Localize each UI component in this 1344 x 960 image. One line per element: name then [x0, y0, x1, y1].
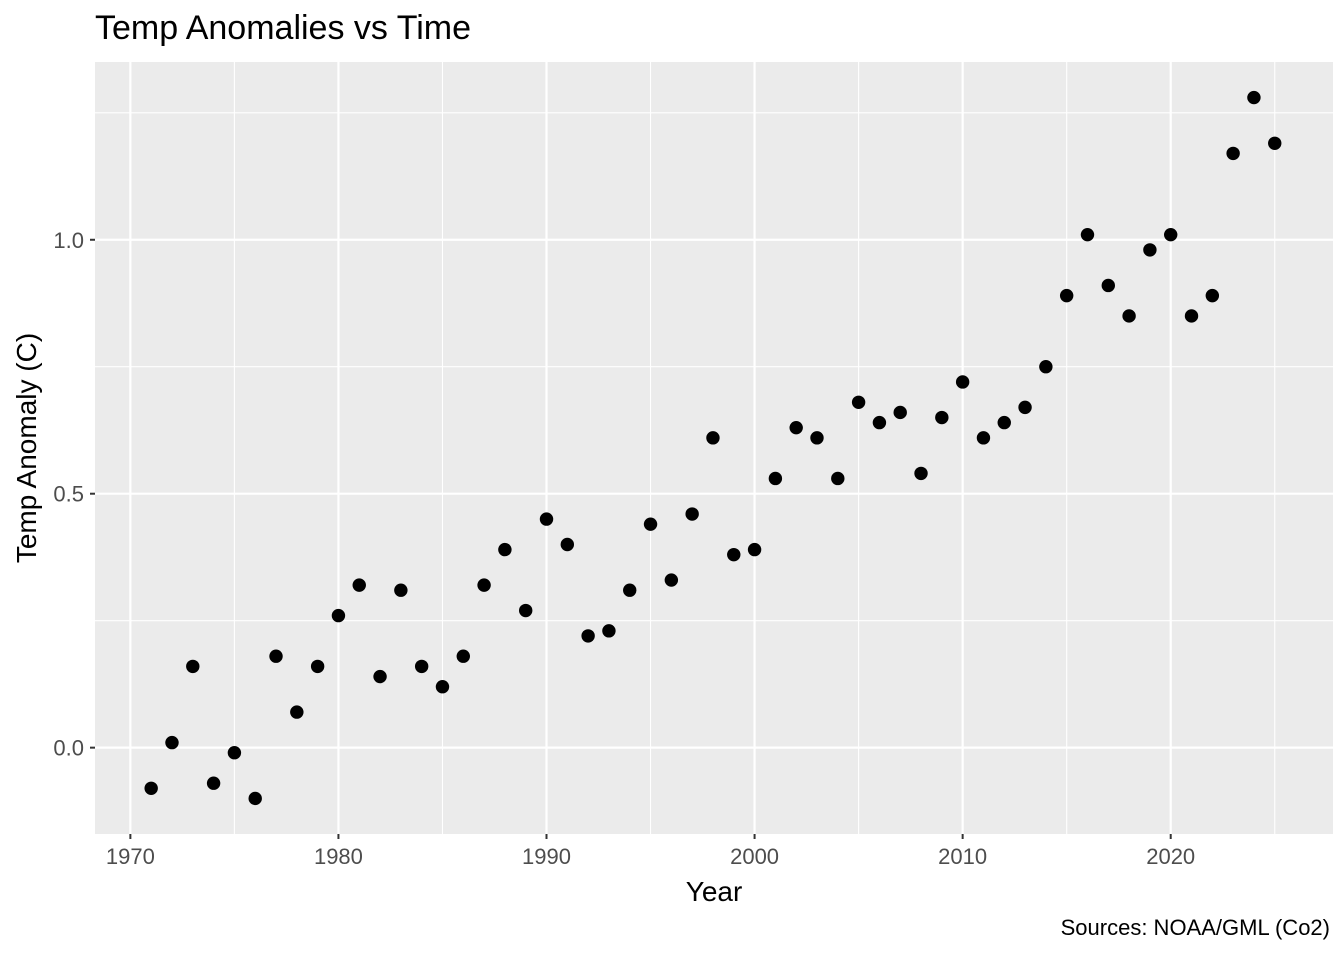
data-point [831, 471, 845, 486]
x-axis-title: Year [685, 876, 743, 907]
data-point [331, 608, 346, 623]
data-point [269, 649, 283, 663]
data-point [643, 517, 658, 531]
y-tick-label: 0.0 [53, 736, 84, 761]
data-point [456, 649, 470, 663]
data-point [1039, 360, 1053, 374]
data-point [706, 431, 720, 445]
data-point [144, 781, 158, 795]
data-point [623, 583, 637, 597]
x-tick-label: 2000 [730, 844, 779, 869]
data-point [248, 791, 262, 806]
data-point [1059, 288, 1074, 303]
data-point [394, 583, 408, 597]
data-point [290, 705, 304, 719]
data-point [768, 471, 783, 486]
data-point [935, 410, 949, 425]
data-point [872, 415, 887, 430]
chart-title: Temp Anomalies vs Time [95, 9, 472, 47]
data-point [310, 659, 325, 674]
data-point [581, 629, 595, 643]
x-tick-label: 1980 [314, 844, 363, 869]
panel-background [95, 62, 1333, 834]
x-tick-label: 2020 [1146, 844, 1195, 869]
data-point [810, 431, 824, 445]
data-point [976, 431, 991, 445]
data-point [914, 466, 928, 481]
data-point [747, 542, 762, 557]
data-point [664, 573, 679, 587]
data-point [1122, 309, 1136, 323]
data-point [1080, 227, 1095, 242]
x-tick-label: 1970 [106, 844, 155, 869]
data-point [186, 659, 200, 674]
data-point [727, 547, 741, 562]
data-point [165, 735, 179, 750]
data-point [1101, 278, 1115, 293]
data-point [997, 415, 1011, 430]
data-point [1143, 243, 1157, 257]
data-point [477, 578, 491, 592]
data-point [1268, 136, 1282, 150]
x-tick-label: 2010 [938, 844, 987, 869]
data-point [206, 776, 221, 790]
chart-caption: Sources: NOAA/GML (Co2) [1060, 915, 1330, 940]
data-point [518, 603, 533, 618]
data-point [498, 542, 512, 557]
data-point [352, 578, 366, 592]
data-point [1018, 400, 1032, 415]
data-point [1184, 309, 1199, 323]
data-point [373, 669, 387, 684]
data-point [685, 507, 699, 521]
data-point [227, 746, 242, 760]
data-point [1164, 227, 1178, 242]
data-point [955, 375, 970, 389]
data-point [1247, 90, 1261, 105]
y-axis-title: Temp Anomaly (C) [11, 332, 42, 564]
data-point [851, 395, 866, 409]
data-point [539, 512, 554, 526]
y-tick-label: 1.0 [53, 228, 84, 253]
data-point [560, 537, 575, 552]
x-tick-label: 1990 [522, 844, 571, 869]
data-point [414, 659, 429, 674]
data-point [602, 624, 616, 638]
data-point [435, 680, 450, 694]
data-point [1226, 146, 1240, 161]
y-tick-label: 0.5 [53, 482, 84, 507]
data-point [1205, 288, 1220, 303]
data-point [893, 405, 907, 420]
data-point [789, 420, 803, 435]
